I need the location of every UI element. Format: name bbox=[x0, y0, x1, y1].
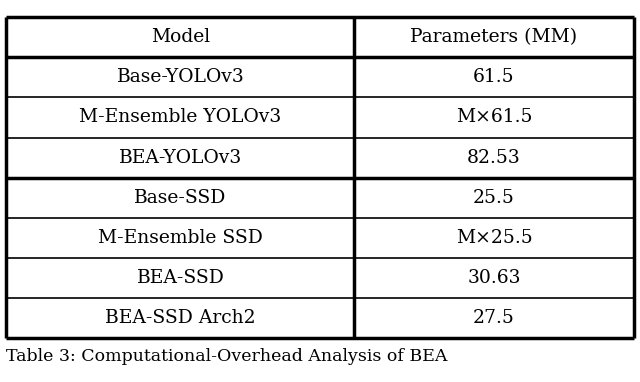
Text: M×25.5: M×25.5 bbox=[456, 229, 532, 247]
Text: Model: Model bbox=[151, 28, 210, 46]
Text: M-Ensemble YOLOv3: M-Ensemble YOLOv3 bbox=[79, 108, 282, 126]
Text: 61.5: 61.5 bbox=[473, 68, 515, 86]
Text: BEA-YOLOv3: BEA-YOLOv3 bbox=[119, 149, 242, 167]
Text: 27.5: 27.5 bbox=[473, 309, 515, 327]
Text: 82.53: 82.53 bbox=[467, 149, 521, 167]
Text: 30.63: 30.63 bbox=[467, 269, 521, 287]
Text: Base-YOLOv3: Base-YOLOv3 bbox=[116, 68, 244, 86]
Text: 25.5: 25.5 bbox=[473, 189, 515, 207]
Text: M×61.5: M×61.5 bbox=[456, 108, 532, 126]
Text: Parameters (MM): Parameters (MM) bbox=[410, 28, 578, 46]
Text: M-Ensemble SSD: M-Ensemble SSD bbox=[98, 229, 263, 247]
Text: Base-SSD: Base-SSD bbox=[134, 189, 227, 207]
Text: Table 3: Computational-Overhead Analysis of BEA: Table 3: Computational-Overhead Analysis… bbox=[6, 348, 448, 365]
Text: BEA-SSD: BEA-SSD bbox=[136, 269, 225, 287]
Text: BEA-SSD Arch2: BEA-SSD Arch2 bbox=[105, 309, 256, 327]
